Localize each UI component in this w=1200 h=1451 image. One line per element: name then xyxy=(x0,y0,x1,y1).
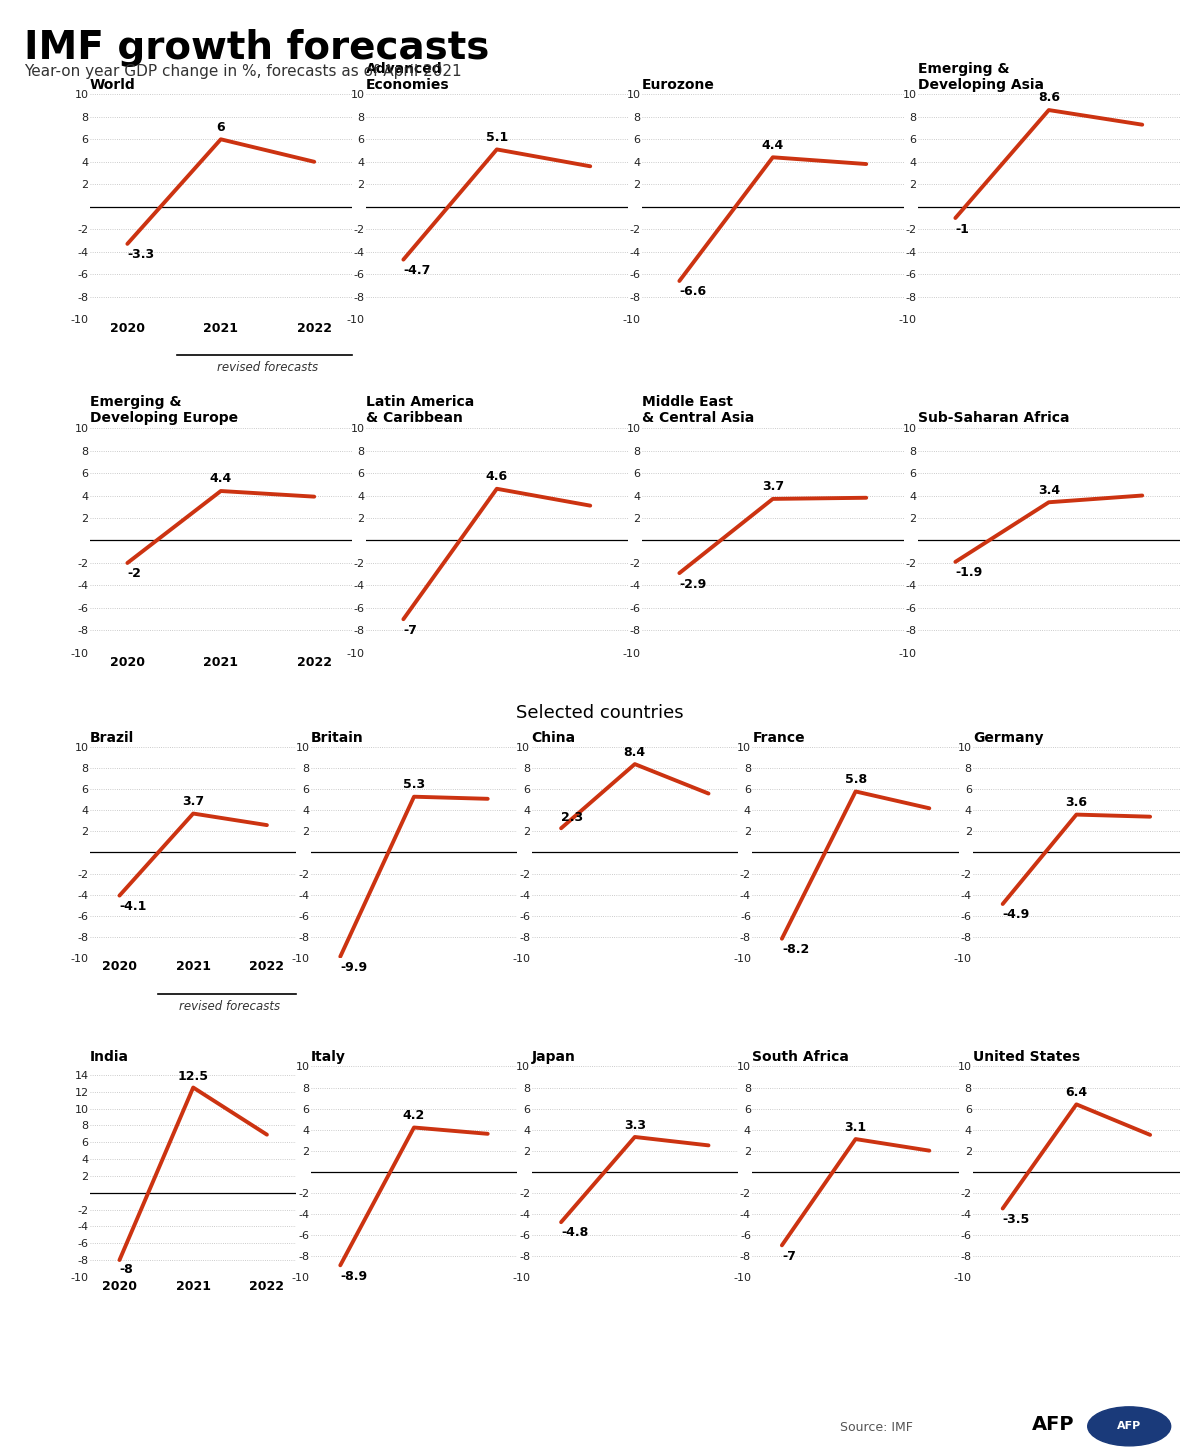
Text: 6: 6 xyxy=(216,120,226,133)
Circle shape xyxy=(1087,1407,1171,1445)
Text: -8: -8 xyxy=(120,1264,133,1277)
Text: -7: -7 xyxy=(403,624,418,637)
Text: -9.9: -9.9 xyxy=(341,961,367,974)
Text: -8.9: -8.9 xyxy=(341,1270,367,1283)
Text: 5.1: 5.1 xyxy=(486,131,508,144)
Text: AFP: AFP xyxy=(1117,1422,1141,1431)
Text: revised forecasts: revised forecasts xyxy=(180,1000,281,1013)
Text: United States: United States xyxy=(973,1051,1080,1064)
Text: Middle East
& Central Asia: Middle East & Central Asia xyxy=(642,395,755,425)
Text: 5.8: 5.8 xyxy=(845,773,866,786)
Text: 5.3: 5.3 xyxy=(403,778,425,791)
Text: Britain: Britain xyxy=(311,731,364,744)
Text: -4.1: -4.1 xyxy=(120,900,146,913)
Text: Eurozone: Eurozone xyxy=(642,78,715,91)
Text: 3.6: 3.6 xyxy=(1066,797,1087,810)
Text: 8.6: 8.6 xyxy=(1038,91,1060,104)
Text: 2.3: 2.3 xyxy=(562,811,583,824)
Text: -6.6: -6.6 xyxy=(679,286,707,299)
Text: Advanced
Economies: Advanced Economies xyxy=(366,61,450,91)
Text: -3.5: -3.5 xyxy=(1003,1213,1030,1226)
Text: World: World xyxy=(90,78,136,91)
Text: -4.8: -4.8 xyxy=(562,1226,588,1239)
Text: Emerging &
Developing Asia: Emerging & Developing Asia xyxy=(918,61,1044,91)
Text: Year-on year GDP change in %, forecasts as of April 2021: Year-on year GDP change in %, forecasts … xyxy=(24,64,462,78)
Text: Selected countries: Selected countries xyxy=(516,704,684,721)
Text: India: India xyxy=(90,1051,130,1064)
Text: South Africa: South Africa xyxy=(752,1051,850,1064)
Text: 3.1: 3.1 xyxy=(845,1120,866,1133)
Text: -7: -7 xyxy=(782,1249,796,1262)
Text: 4.6: 4.6 xyxy=(486,470,508,483)
Text: 4.4: 4.4 xyxy=(762,139,784,152)
Text: 3.7: 3.7 xyxy=(182,795,204,808)
Text: 12.5: 12.5 xyxy=(178,1071,209,1084)
Text: 6.4: 6.4 xyxy=(1066,1087,1087,1098)
Text: IMF growth forecasts: IMF growth forecasts xyxy=(24,29,490,67)
Text: France: France xyxy=(752,731,805,744)
Text: -1: -1 xyxy=(955,222,970,235)
Text: Emerging &
Developing Europe: Emerging & Developing Europe xyxy=(90,395,238,425)
Text: Japan: Japan xyxy=(532,1051,576,1064)
Text: Germany: Germany xyxy=(973,731,1044,744)
Text: -2.9: -2.9 xyxy=(679,577,707,591)
Text: Italy: Italy xyxy=(311,1051,346,1064)
Text: Latin America
& Caribbean: Latin America & Caribbean xyxy=(366,395,474,425)
Text: -1.9: -1.9 xyxy=(955,566,983,579)
Text: -4.7: -4.7 xyxy=(403,264,431,277)
Text: 4.2: 4.2 xyxy=(403,1109,425,1122)
Text: 3.7: 3.7 xyxy=(762,480,784,493)
Text: -3.3: -3.3 xyxy=(127,248,155,261)
Text: 8.4: 8.4 xyxy=(624,746,646,759)
Text: Source: IMF: Source: IMF xyxy=(840,1421,913,1434)
Text: -2: -2 xyxy=(127,567,142,580)
Text: 4.4: 4.4 xyxy=(210,473,232,486)
Text: AFP: AFP xyxy=(1032,1415,1074,1434)
Text: China: China xyxy=(532,731,576,744)
Text: 3.3: 3.3 xyxy=(624,1119,646,1132)
Text: Sub-Saharan Africa: Sub-Saharan Africa xyxy=(918,412,1069,425)
Text: 3.4: 3.4 xyxy=(1038,483,1060,496)
Text: Brazil: Brazil xyxy=(90,731,134,744)
Text: revised forecasts: revised forecasts xyxy=(217,361,318,374)
Text: -8.2: -8.2 xyxy=(782,943,809,956)
Text: -4.9: -4.9 xyxy=(1003,908,1030,921)
